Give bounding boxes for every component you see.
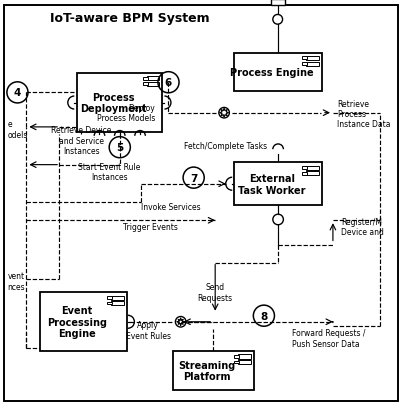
Text: Trigger Events: Trigger Events <box>122 222 177 231</box>
Bar <box>305 172 318 176</box>
Bar <box>234 360 239 363</box>
Bar <box>107 302 112 305</box>
Bar <box>301 172 307 175</box>
Text: Retrieve Device
and Service
Instances: Retrieve Device and Service Instances <box>51 126 111 156</box>
Text: Invoke Services: Invoke Services <box>141 202 200 211</box>
Text: Process Engine: Process Engine <box>230 68 313 78</box>
Bar <box>238 360 250 364</box>
Text: IoT-aware BPM System: IoT-aware BPM System <box>50 12 209 25</box>
Text: 4: 4 <box>14 88 21 98</box>
Bar <box>147 83 159 87</box>
Text: Retrieve
Process
Instance Data: Retrieve Process Instance Data <box>336 99 390 129</box>
Bar <box>301 166 307 169</box>
Text: 6: 6 <box>164 78 172 88</box>
Bar <box>143 83 147 86</box>
Bar <box>77 74 162 132</box>
Bar <box>39 292 126 351</box>
Text: e
odels: e odels <box>7 120 28 139</box>
Bar <box>271 0 284 6</box>
Bar <box>234 163 321 205</box>
Bar <box>147 77 159 81</box>
Bar <box>234 54 321 92</box>
Bar <box>238 355 250 359</box>
Text: 8: 8 <box>260 311 267 321</box>
Text: Fetch/Complete Tasks: Fetch/Complete Tasks <box>183 142 266 151</box>
Text: Send
Requests: Send Requests <box>197 283 232 302</box>
Bar <box>305 63 318 67</box>
Text: Deploy
Process Models: Deploy Process Models <box>96 104 155 123</box>
Text: External
Task Worker: External Task Worker <box>238 173 305 195</box>
Bar <box>305 57 318 61</box>
Text: Streaming
Platform: Streaming Platform <box>178 360 235 382</box>
Bar <box>301 63 307 66</box>
Bar <box>305 166 318 170</box>
Text: Start Event Rule
Instances: Start Event Rule Instances <box>78 162 141 182</box>
Text: Forward Requests /
Push Sensor Data: Forward Requests / Push Sensor Data <box>292 328 365 348</box>
Bar <box>111 301 123 306</box>
Text: Register/M
Device and: Register/M Device and <box>340 217 383 237</box>
Bar <box>111 296 123 300</box>
Bar <box>234 355 239 358</box>
Text: Event
Processing
Engine: Event Processing Engine <box>47 305 107 339</box>
Text: Process
Deployment: Process Deployment <box>80 92 147 114</box>
Text: Apply
Event Rules: Apply Event Rules <box>126 320 170 340</box>
Text: vent
nces: vent nces <box>7 272 25 291</box>
Bar <box>107 296 112 299</box>
Text: 5: 5 <box>116 143 123 153</box>
Bar <box>301 57 307 60</box>
Bar <box>172 351 253 390</box>
Text: 7: 7 <box>190 173 197 183</box>
Bar <box>143 77 147 80</box>
